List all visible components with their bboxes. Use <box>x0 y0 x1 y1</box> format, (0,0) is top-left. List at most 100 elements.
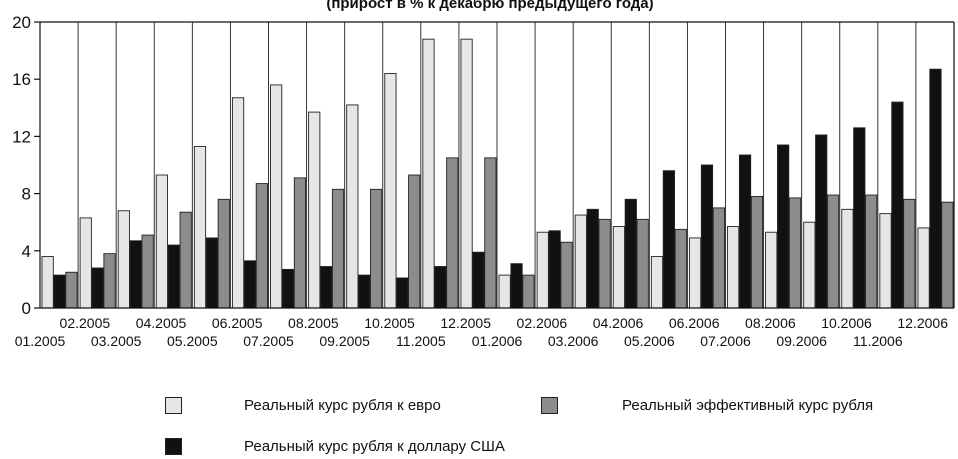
bar-реальный-эффективный-курс-рубля-10.2005 <box>408 174 421 309</box>
bar-реальный-курс-рубля-к-евро-02.2006 <box>536 231 549 309</box>
bar-реальный-курс-рубля-к-доллару-сша-12.2005 <box>472 251 485 309</box>
bar-реальный-эффективный-курс-рубля-08.2005 <box>331 188 345 309</box>
bar-реальный-курс-рубля-к-евро-01.2005 <box>41 256 54 309</box>
bar-реальный-эффективный-курс-рубля-10.2006 <box>865 194 878 309</box>
bar-реальный-эффективный-курс-рубля-03.2005 <box>141 234 154 309</box>
bar-реальный-эффективный-курс-рубля-02.2005 <box>103 253 116 309</box>
bar-реальный-курс-рубля-к-евро-12.2006 <box>917 227 930 309</box>
y-tick-label: 8 <box>22 185 31 204</box>
bar-реальный-курс-рубля-к-доллару-сша-10.2005 <box>396 277 409 309</box>
bar-реальный-курс-рубля-к-доллару-сша-03.2006 <box>586 208 599 309</box>
bar-реальный-курс-рубля-к-доллару-сша-12.2006 <box>929 68 942 309</box>
bar-реальный-курс-рубля-к-евро-04.2006 <box>612 226 626 309</box>
bar-реальный-эффективный-курс-рубля-01.2005 <box>65 271 78 309</box>
bar-реальный-эффективный-курс-рубля-12.2006 <box>941 201 954 309</box>
x-tick-label: 01.2006 <box>472 333 523 349</box>
bar-реальный-курс-рубля-к-евро-11.2006 <box>879 213 892 309</box>
x-tick-label: 12.2005 <box>440 315 491 331</box>
bar-реальный-курс-рубля-к-евро-06.2005 <box>231 97 245 309</box>
bar-реальный-курс-рубля-к-доллару-сша-04.2005 <box>167 244 180 309</box>
bar-реальный-эффективный-курс-рубля-07.2005 <box>293 177 307 309</box>
bar-реальный-курс-рубля-к-евро-09.2006 <box>803 221 816 309</box>
y-tick-label: 4 <box>22 242 31 261</box>
x-tick-label: 04.2005 <box>136 315 187 331</box>
bar-реальный-курс-рубля-к-евро-05.2005 <box>193 145 207 309</box>
x-tick-label: 08.2006 <box>745 315 796 331</box>
y-tick-label: 16 <box>12 70 31 89</box>
bar-реальный-эффективный-курс-рубля-11.2005 <box>446 157 459 309</box>
bar-реальный-курс-рубля-к-доллару-сша-06.2005 <box>243 260 257 309</box>
bar-реальный-курс-рубля-к-евро-06.2006 <box>688 237 702 309</box>
x-tick-label: 07.2005 <box>243 333 294 349</box>
x-tick-label: 02.2006 <box>517 315 568 331</box>
bar-реальный-эффективный-курс-рубля-01.2006 <box>522 274 535 309</box>
x-tick-label: 03.2006 <box>548 333 599 349</box>
bar-реальный-курс-рубля-к-доллару-сша-04.2006 <box>624 198 637 309</box>
x-tick-label: 11.2006 <box>853 333 903 349</box>
bar-реальный-курс-рубля-к-евро-03.2006 <box>574 214 587 309</box>
chart-title: (прирост в % к декабрю предыдущего года) <box>326 0 653 12</box>
bar-реальный-курс-рубля-к-доллару-сша-07.2005 <box>281 268 295 309</box>
bar-реальный-курс-рубля-к-доллару-сша-05.2006 <box>662 170 675 309</box>
bar-реальный-курс-рубля-к-доллару-сша-08.2006 <box>777 144 790 309</box>
svg-text:(прирост в % к декабрю предыду: (прирост в % к декабрю предыдущего года) <box>326 0 653 12</box>
y-tick-label: 0 <box>22 299 31 318</box>
x-tick-label: 05.2005 <box>167 333 218 349</box>
bar-реальный-эффективный-курс-рубля-06.2006 <box>712 207 725 309</box>
bar-реальный-эффективный-курс-рубля-07.2006 <box>750 196 764 309</box>
bar-реальный-эффективный-курс-рубля-04.2006 <box>636 218 649 309</box>
bar-реальный-курс-рубля-к-доллару-сша-05.2005 <box>205 237 218 309</box>
bar-реальный-курс-рубля-к-доллару-сша-02.2005 <box>91 267 104 309</box>
bar-реальный-курс-рубля-к-доллару-сша-02.2006 <box>548 230 561 309</box>
bar-реальный-курс-рубля-к-доллару-сша-07.2006 <box>738 154 752 309</box>
bar-реальный-эффективный-курс-рубля-05.2006 <box>674 228 687 309</box>
y-tick-label: 20 <box>12 13 31 32</box>
bar-реальный-курс-рубля-к-евро-12.2005 <box>460 38 473 309</box>
bar-реальный-курс-рубля-к-доллару-сша-01.2006 <box>510 263 523 309</box>
bar-реальный-курс-рубля-к-доллару-сша-01.2005 <box>53 274 66 309</box>
bar-реальный-курс-рубля-к-евро-09.2005 <box>346 104 359 309</box>
bar-реальный-эффективный-курс-рубля-11.2006 <box>903 198 916 309</box>
bar-реальный-курс-рубля-к-евро-05.2006 <box>650 256 664 309</box>
x-tick-label: 10.2005 <box>364 315 415 331</box>
bar-реальный-курс-рубля-к-доллару-сша-06.2006 <box>700 164 714 309</box>
x-tick-label: 08.2005 <box>288 315 339 331</box>
x-tick-label: 06.2005 <box>212 315 263 331</box>
bar-реальный-курс-рубля-к-евро-03.2005 <box>117 210 130 309</box>
bar-реальный-курс-рубля-к-доллару-сша-08.2005 <box>320 266 333 309</box>
y-tick-label: 12 <box>12 127 31 146</box>
bar-реальный-курс-рубля-к-доллару-сша-10.2006 <box>853 127 866 309</box>
bar-реальный-курс-рубля-к-доллару-сша-11.2005 <box>434 266 447 309</box>
x-tick-label: 09.2005 <box>319 333 370 349</box>
bar-реальный-курс-рубля-к-евро-10.2005 <box>384 73 397 309</box>
bar-реальный-эффективный-курс-рубля-09.2006 <box>827 194 840 309</box>
bar-реальный-курс-рубля-к-евро-08.2006 <box>765 231 778 309</box>
bar-реальный-эффективный-курс-рубля-09.2005 <box>370 188 383 309</box>
x-tick-label: 09.2006 <box>776 333 827 349</box>
bar-реальный-эффективный-курс-рубля-04.2005 <box>179 211 192 309</box>
bar-реальный-эффективный-курс-рубля-02.2006 <box>560 241 573 309</box>
bar-реальный-эффективный-курс-рубля-03.2006 <box>598 218 611 309</box>
x-tick-label: 03.2005 <box>91 333 142 349</box>
bar-реальный-курс-рубля-к-доллару-сша-09.2006 <box>815 134 828 309</box>
x-tick-label: 01.2005 <box>15 333 66 349</box>
bar-реальный-эффективный-курс-рубля-12.2005 <box>484 157 497 309</box>
bar-реальный-эффективный-курс-рубля-08.2006 <box>788 197 802 309</box>
bar-реальный-эффективный-курс-рубля-05.2005 <box>217 198 230 309</box>
x-tick-label: 11.2005 <box>396 333 446 349</box>
bar-реальный-курс-рубля-к-доллару-сша-11.2006 <box>891 101 904 309</box>
bar-реальный-курс-рубля-к-евро-10.2006 <box>841 208 854 309</box>
bar-реальный-курс-рубля-к-доллару-сша-09.2005 <box>358 274 371 309</box>
bar-реальный-курс-рубля-к-евро-07.2006 <box>727 226 740 309</box>
x-tick-label: 05.2006 <box>624 333 675 349</box>
x-tick-label: 10.2006 <box>821 315 872 331</box>
bar-реальный-курс-рубля-к-доллару-сша-03.2005 <box>129 240 142 309</box>
bar-реальный-курс-рубля-к-евро-11.2005 <box>422 38 435 309</box>
bar-реальный-курс-рубля-к-евро-04.2005 <box>155 174 169 309</box>
x-tick-label: 06.2006 <box>669 315 720 331</box>
bar-реальный-курс-рубля-к-евро-01.2006 <box>498 274 511 309</box>
x-tick-label: 02.2005 <box>60 315 111 331</box>
bar-реальный-курс-рубля-к-евро-08.2005 <box>308 111 321 309</box>
x-tick-label: 04.2006 <box>593 315 644 331</box>
